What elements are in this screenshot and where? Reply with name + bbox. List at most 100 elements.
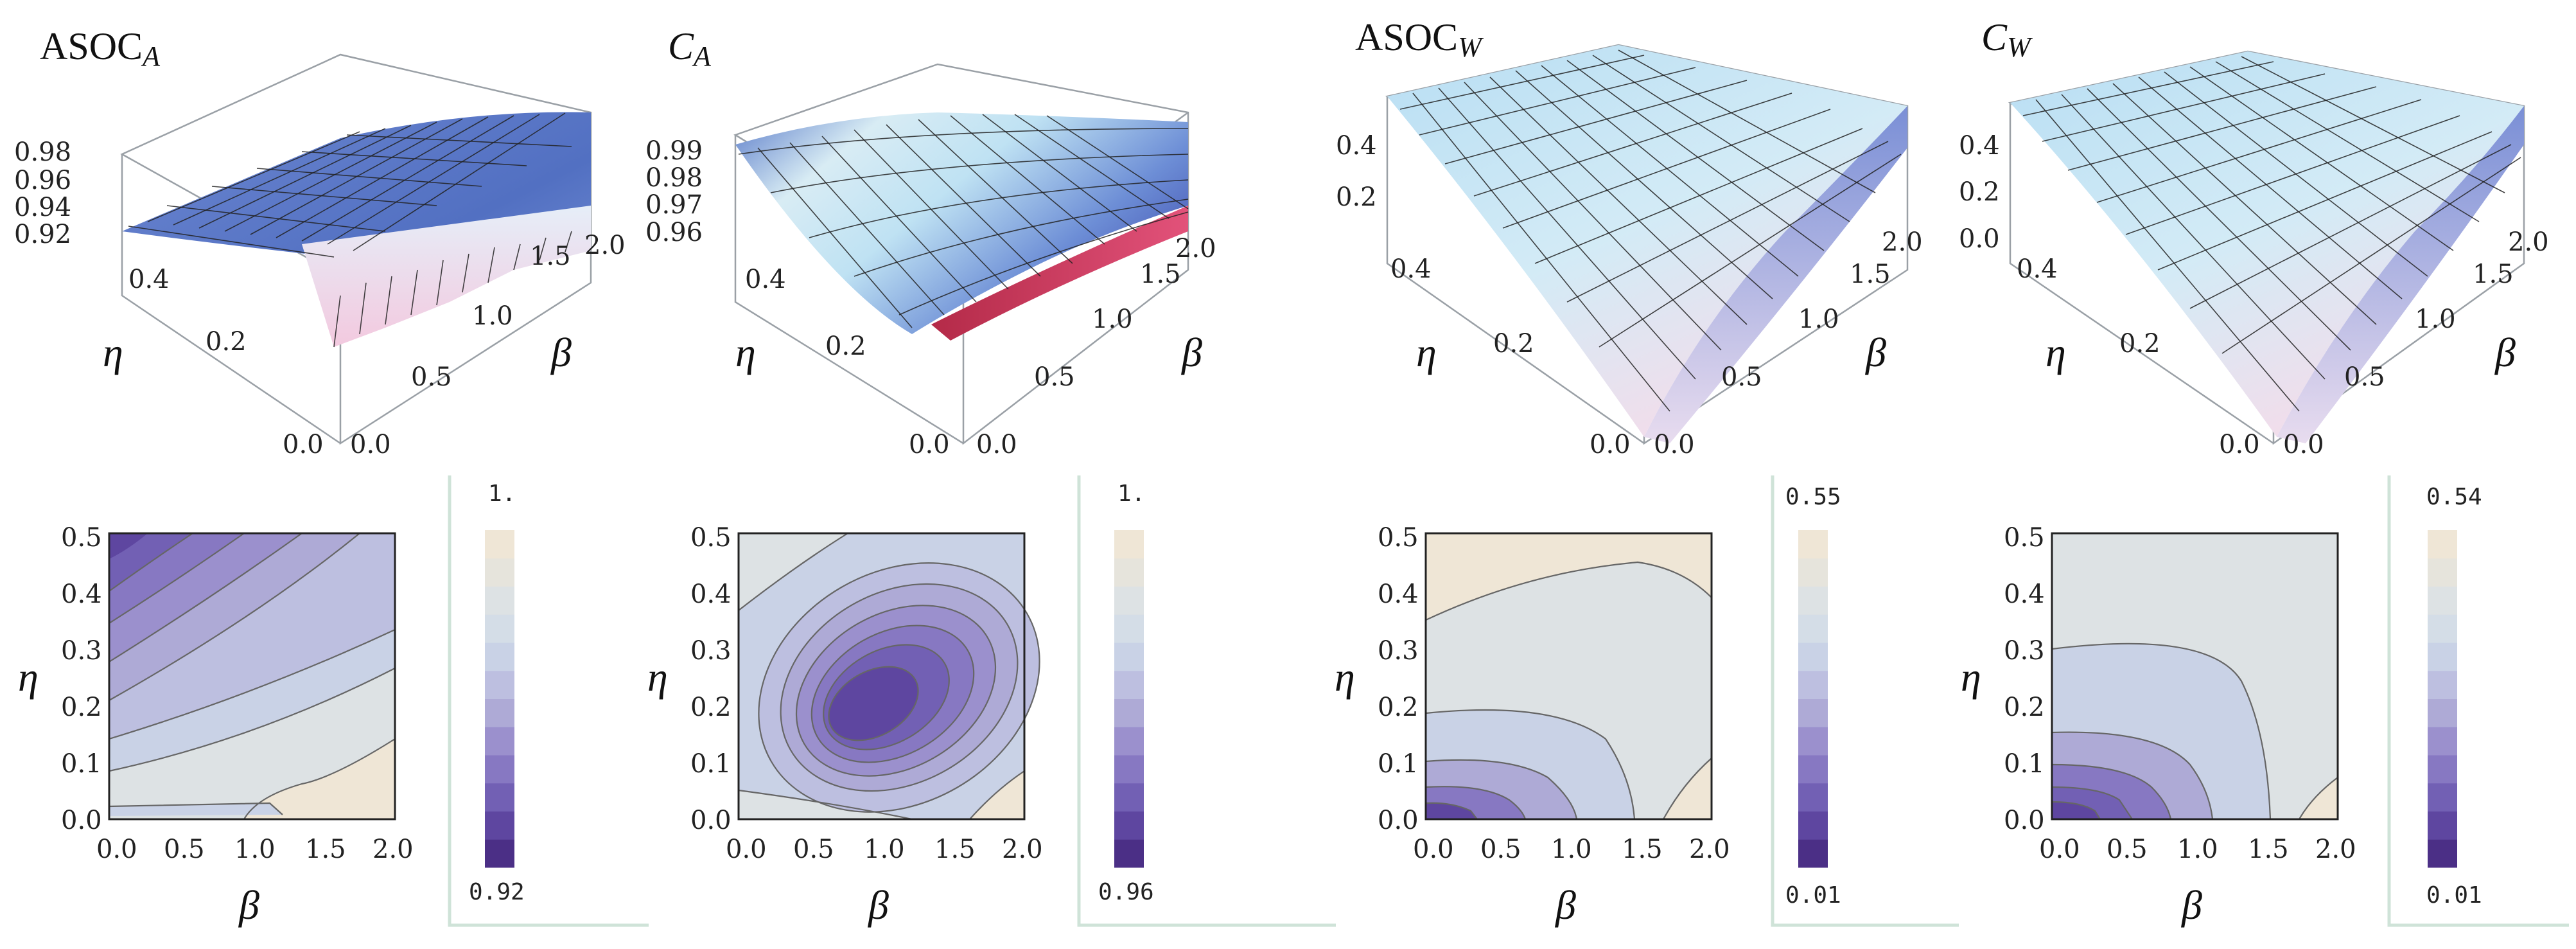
contour-eta-label: η	[647, 654, 668, 700]
legend-swatch	[485, 643, 514, 671]
tick-label: 1.0	[2177, 835, 2218, 864]
tick-label: 0.2	[2004, 693, 2045, 722]
tick-label: 1.0	[1798, 305, 1839, 334]
surface-eta-label: η	[1416, 330, 1437, 375]
legend-swatch	[485, 558, 514, 587]
surface-eta-label: η	[103, 330, 123, 375]
tick-label: 2.0	[372, 835, 414, 864]
legend-swatch	[2428, 811, 2457, 840]
contour-plot	[2051, 532, 2339, 820]
surface-3d	[1385, 44, 1909, 445]
tick-label: 2.0	[2315, 835, 2356, 864]
contour-x-ticks: 0.0 0.5 1.0 1.5 2.0	[726, 835, 1043, 864]
legend-swatch	[1114, 839, 1144, 868]
surface-beta-label: β	[1864, 330, 1886, 375]
tick-label: 0.2	[690, 693, 732, 722]
tick-label: 0.1	[690, 749, 732, 779]
surface-z-ticks: 0.0 0.2 0.4	[1959, 131, 2000, 254]
tick-label: 0.0	[2283, 430, 2324, 459]
legend-swatch	[485, 530, 514, 559]
tick-label: 0.4	[2017, 254, 2058, 284]
tick-label: 0.5	[793, 835, 834, 864]
surface-z-ticks: 0.92 0.94 0.96 0.98	[14, 137, 71, 249]
tick-label: 1.0	[2415, 305, 2456, 334]
legend-swatch	[485, 670, 514, 699]
legend-swatch	[1114, 783, 1144, 812]
legend-swatch	[485, 727, 514, 756]
panel-title: ASOCA	[40, 25, 161, 72]
tick-label: 0.3	[61, 636, 102, 666]
tick-label: 0.4	[1390, 254, 1432, 284]
legend-swatch	[2428, 727, 2457, 756]
tick-label: 1.5	[2248, 835, 2289, 864]
panel-title: CW	[1981, 16, 2033, 63]
tick-label: 2.0	[1689, 835, 1730, 864]
tick-label: 0.0	[1378, 806, 1419, 835]
tick-label: 0.2	[206, 327, 247, 357]
panel-title: CA	[668, 25, 712, 72]
contour-y-ticks: 0.0 0.1 0.2 0.3 0.4 0.5	[1378, 523, 1419, 835]
contour-beta-label: β	[238, 882, 259, 928]
surface-3d	[120, 53, 592, 445]
surface-beta-label: β	[1180, 330, 1202, 375]
tick-label: 0.5	[1378, 523, 1419, 553]
tick-label: 0.2	[1493, 329, 1534, 359]
tick-label: 0.92	[14, 220, 71, 249]
legend-swatch	[1114, 811, 1144, 840]
tick-label: 0.4	[1336, 131, 1377, 161]
tick-label: 0.5	[164, 835, 205, 864]
tick-label: 0.3	[1378, 636, 1419, 666]
tick-label: 0.99	[645, 136, 703, 166]
tick-label: 0.4	[745, 265, 786, 294]
legend-swatch	[1798, 839, 1828, 868]
contour-beta-label: β	[1554, 882, 1576, 928]
surface-x-ticks: 0.0 0.5 1.0 1.5 2.0	[2283, 227, 2549, 459]
tick-label: 0.4	[2004, 580, 2045, 609]
tick-label: 0.2	[825, 332, 866, 361]
legend-max-label: 0.54	[2426, 484, 2482, 510]
tick-label: 0.0	[61, 806, 102, 835]
tick-label: 0.5	[2107, 835, 2148, 864]
legend-swatch	[1798, 755, 1828, 784]
tick-label: 0.98	[14, 137, 71, 167]
tick-label: 0.0	[909, 430, 950, 459]
contour-y-ticks: 0.0 0.1 0.2 0.3 0.4 0.5	[61, 523, 102, 835]
surface-3d	[2008, 50, 2525, 445]
surface-z-ticks: 0.2 0.4	[1336, 131, 1377, 212]
surface-sheet	[735, 112, 1188, 334]
tick-label: 0.2	[1378, 693, 1419, 722]
tick-label: 0.96	[645, 218, 703, 247]
legend-swatch	[1798, 698, 1828, 727]
tick-label: 0.1	[61, 749, 102, 779]
legend-min-label: 0.01	[2426, 882, 2482, 909]
legend-swatch	[1114, 643, 1144, 671]
tick-label: 0.0	[1959, 224, 2000, 254]
surface-y-ticks: 0.0 0.2 0.4	[1390, 254, 1631, 459]
contour-eta-label: η	[1335, 654, 1355, 700]
contour-plot	[108, 532, 396, 820]
legend-swatch	[1114, 755, 1144, 784]
surface-z-ticks: 0.96 0.97 0.98 0.99	[645, 136, 703, 247]
contour-y-ticks: 0.0 0.1 0.2 0.3 0.4 0.5	[2004, 523, 2045, 835]
contour-plot	[737, 532, 1040, 820]
legend-swatch	[485, 755, 514, 784]
legend-swatch	[1798, 558, 1828, 587]
tick-label: 0.3	[690, 636, 732, 666]
contour-eta-label: η	[18, 654, 39, 700]
legend-swatch	[1798, 643, 1828, 671]
surface-sheet	[122, 112, 591, 347]
legend-swatch	[485, 614, 514, 643]
tick-label: 0.5	[1721, 362, 1762, 392]
legend-swatch	[2428, 755, 2457, 784]
panel-asoc-w: ASOCW 0.2 0.4 0.0 0.2 0.4 0.0 0.5 1.0 1.…	[1335, 16, 1959, 928]
tick-label: 0.5	[1034, 362, 1075, 392]
legend-swatch	[2428, 839, 2457, 868]
tick-label: 0.0	[726, 835, 767, 864]
tick-label: 0.0	[1654, 430, 1695, 459]
legend-swatch	[1798, 811, 1828, 840]
tick-label: 1.0	[472, 301, 513, 331]
surface-beta-label: β	[2494, 330, 2516, 375]
tick-label: 0.5	[2344, 362, 2385, 392]
legend-colorbar: 1. 0.96	[1077, 475, 1336, 927]
